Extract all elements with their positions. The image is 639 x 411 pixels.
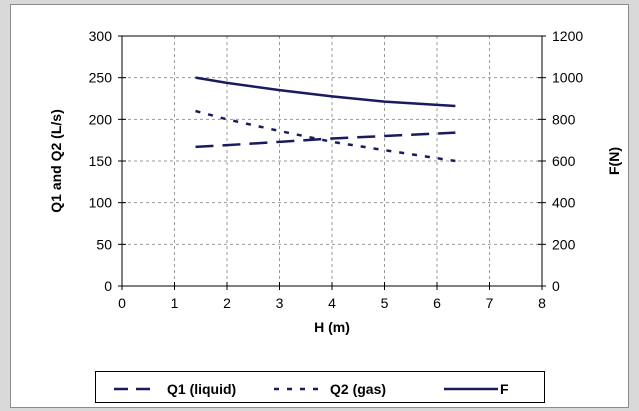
x-tick-label: 0 (118, 295, 126, 311)
y2-tick-label: 0 (552, 278, 560, 294)
grid-lines (122, 36, 542, 286)
y-axis-ticks: 0 50 100 150 200 250 300 (89, 28, 126, 294)
x-tick-label: 5 (381, 295, 389, 311)
chart-svg: 0 1 2 3 4 5 6 7 8 0 50 100 150 200 250 300 0 200 400 600 8… (48, 28, 622, 335)
y2-tick-label: 400 (552, 195, 576, 211)
series-line-2 (195, 76, 456, 108)
legend-label-1: Q2 (gas) (330, 381, 386, 397)
x-tick-label: 8 (538, 295, 546, 311)
y2-tick-label: 800 (552, 111, 576, 127)
chart-frame: 0 1 2 3 4 5 6 7 8 0 50 100 150 200 250 300 0 200 400 600 8… (10, 4, 629, 408)
y-axis-title: Q1 and Q2 (L/s) (48, 109, 64, 212)
y-tick-label: 50 (96, 236, 112, 252)
x-tick-label: 1 (171, 295, 179, 311)
x-tick-label: 2 (223, 295, 231, 311)
x-tick-label: 4 (328, 295, 336, 311)
x-axis-title: H (m) (314, 319, 350, 335)
y-tick-label: 300 (89, 28, 113, 44)
y-tick-label: 150 (89, 153, 113, 169)
legend-svg: Q1 (liquid) Q2 (gas) F (114, 381, 509, 397)
y-tick-label: 0 (104, 278, 112, 294)
x-tick-label: 6 (433, 295, 441, 311)
y2-tick-label: 200 (552, 236, 576, 252)
series-line-1 (195, 109, 456, 163)
legend: Q1 (liquid) Q2 (gas) F (95, 371, 545, 403)
y2-tick-label: 1000 (552, 70, 583, 86)
y-tick-label: 200 (89, 111, 113, 127)
y2-tick-label: 1200 (552, 28, 583, 44)
x-tick-label: 3 (276, 295, 284, 311)
y2-axis-ticks: 0 200 400 600 800 1000 1200 (538, 28, 583, 294)
y2-tick-label: 600 (552, 153, 576, 169)
x-tick-label: 7 (486, 295, 494, 311)
y-tick-label: 250 (89, 70, 113, 86)
y-tick-label: 100 (89, 195, 113, 211)
legend-label-0: Q1 (liquid) (167, 381, 236, 397)
y2-axis-title: F(N) (606, 147, 622, 175)
series-line-0 (195, 131, 456, 149)
series-lines (195, 76, 456, 163)
legend-label-2: F (500, 381, 509, 397)
